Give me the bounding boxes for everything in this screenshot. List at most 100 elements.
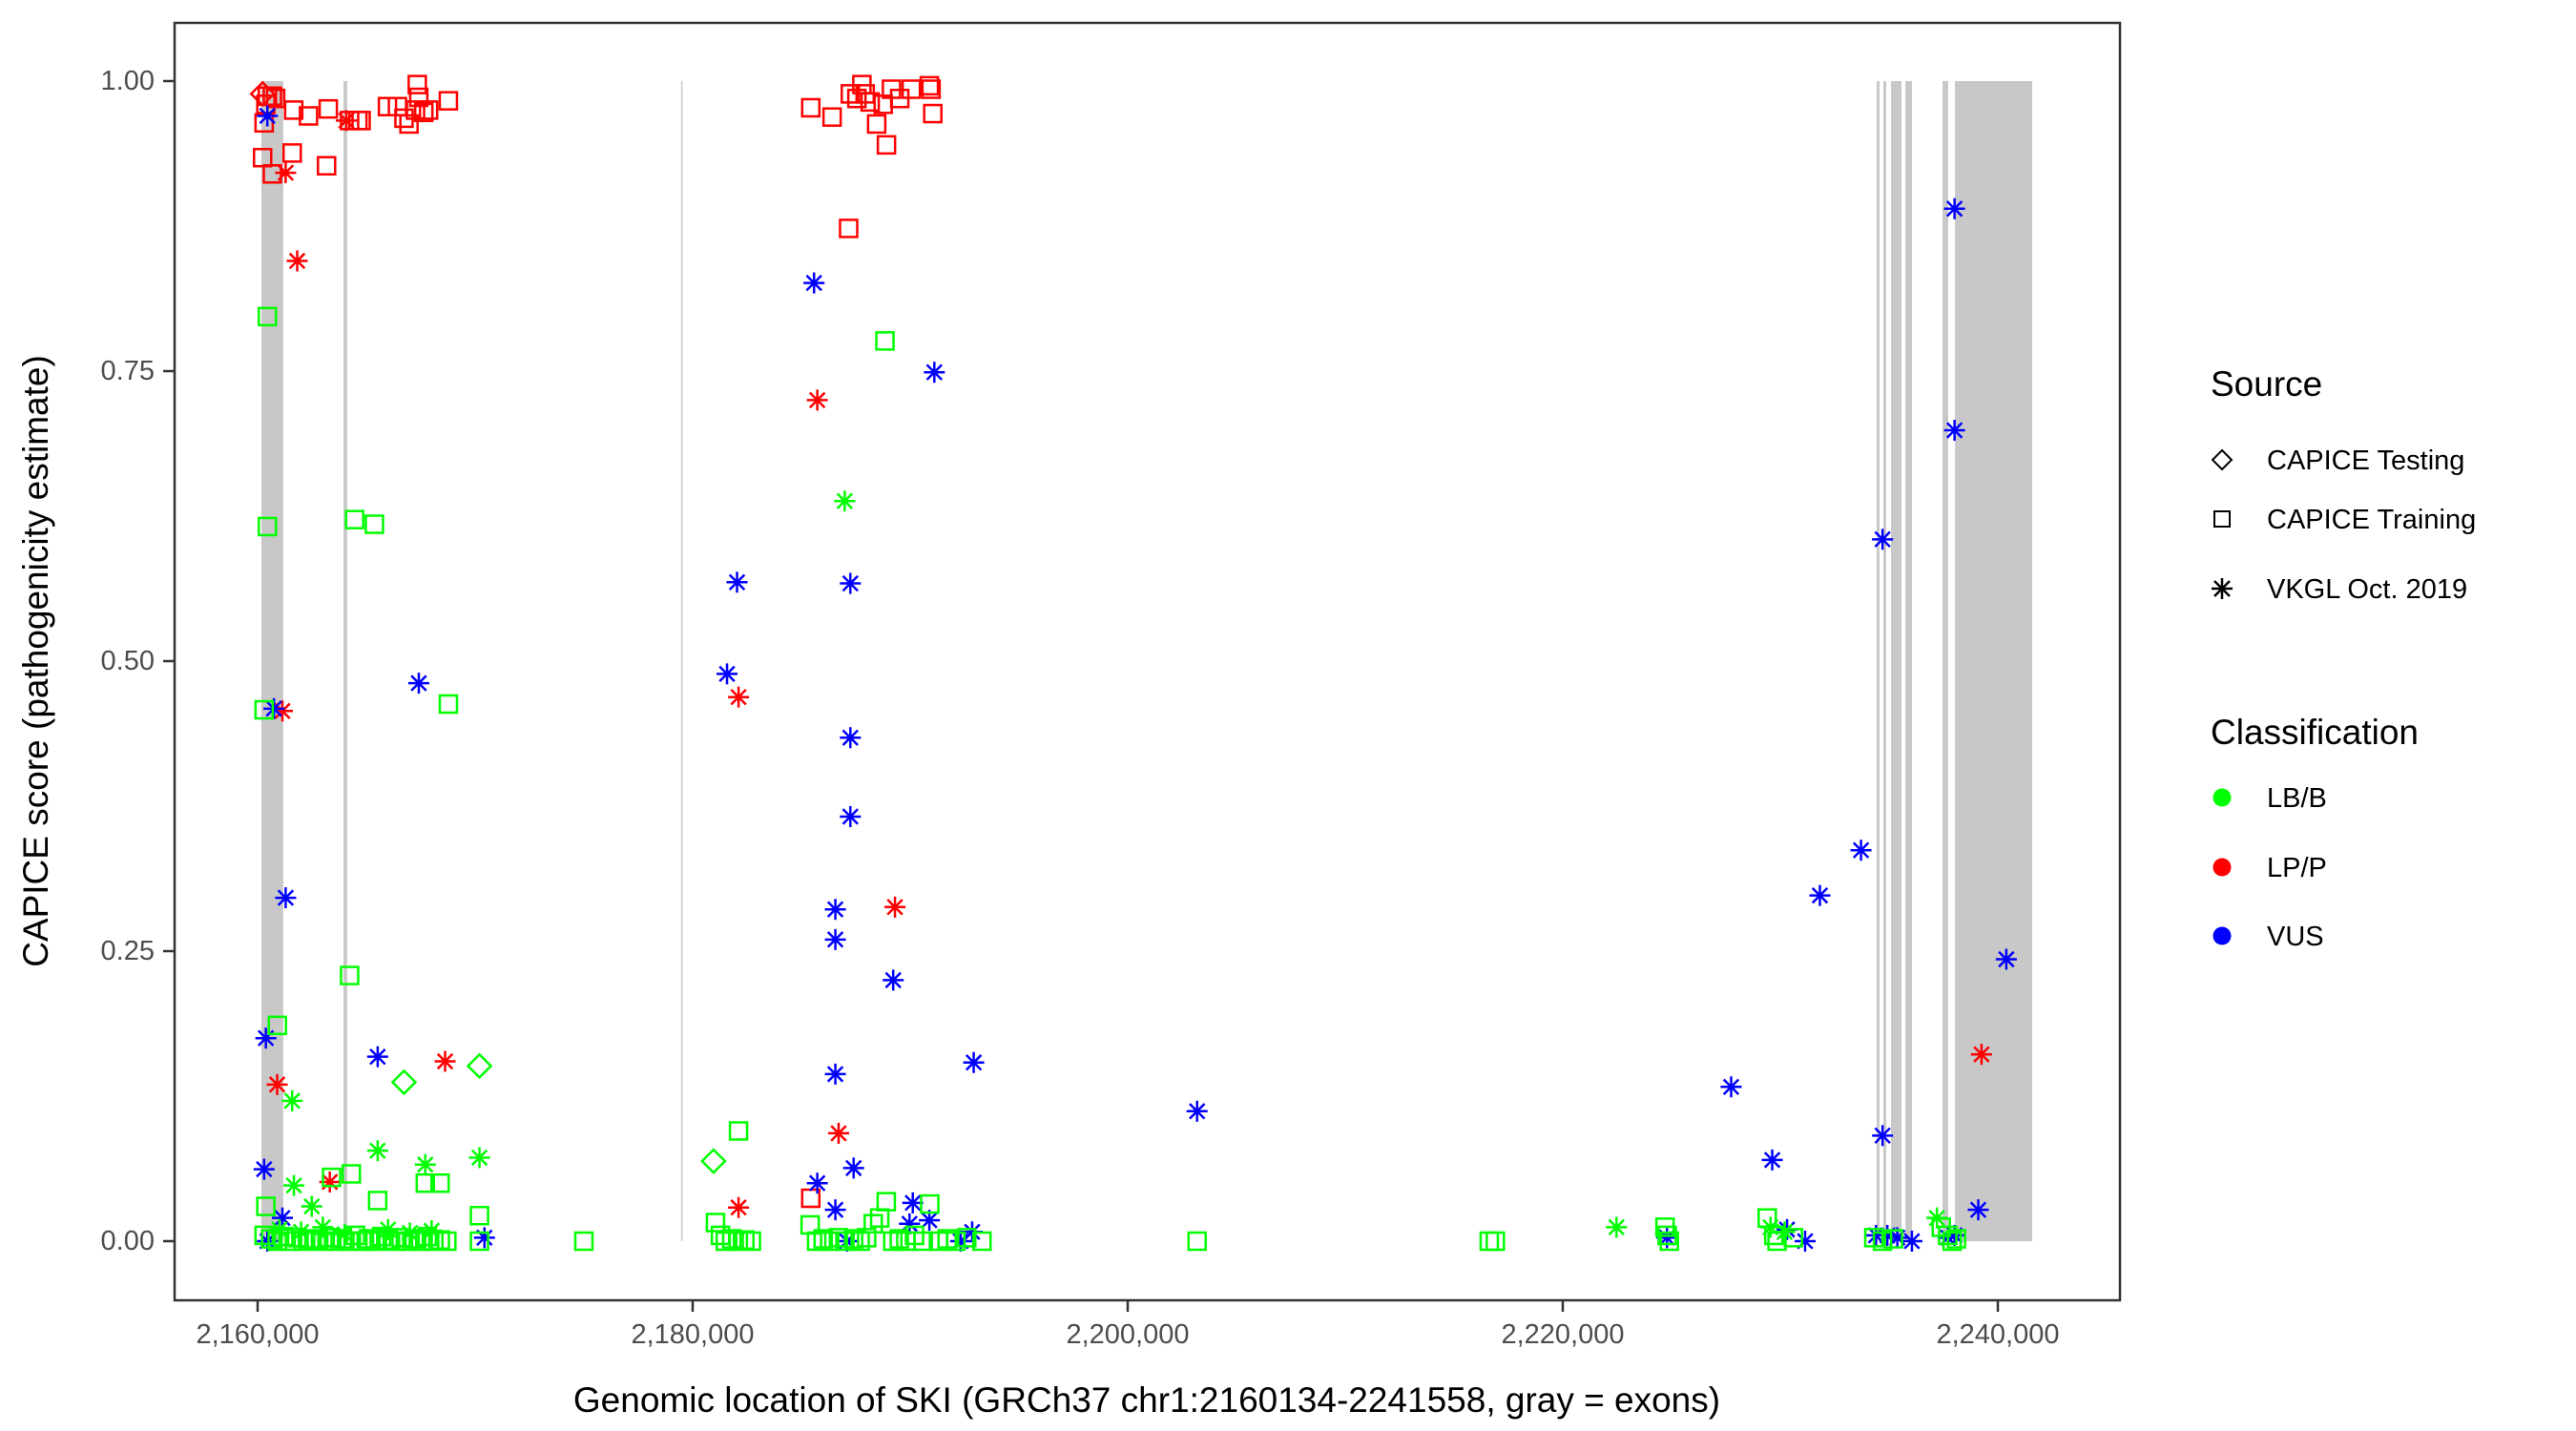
data-point-vus-asterisk bbox=[1995, 948, 2017, 970]
legend-label: CAPICE Testing bbox=[2267, 446, 2464, 476]
y-tick-label: 0.00 bbox=[101, 1226, 155, 1256]
data-point-lpp-asterisk bbox=[266, 1073, 288, 1095]
data-point-vus-asterisk bbox=[1761, 1149, 1783, 1171]
data-point-lbb-square bbox=[957, 1228, 977, 1248]
data-point-vus-asterisk bbox=[1967, 1199, 1989, 1221]
data-point-vus-asterisk bbox=[924, 362, 945, 384]
legend-item-capice-training: CAPICE Training bbox=[2213, 505, 2476, 535]
y-tick-label: 1.00 bbox=[101, 66, 155, 96]
data-point-vus-asterisk bbox=[257, 105, 279, 127]
y-axis: 0.00 0.25 0.50 0.75 1.00 bbox=[101, 66, 175, 1256]
legend-classification-title: Classification bbox=[2211, 713, 2419, 752]
data-point-lbb-square bbox=[340, 965, 360, 985]
exon-bands bbox=[260, 81, 2033, 1241]
data-point-lbb-square bbox=[1659, 1231, 1679, 1252]
data-point-lbb-square bbox=[828, 1228, 849, 1248]
data-point-lbb-square bbox=[364, 514, 384, 534]
data-point-vus-asterisk bbox=[840, 572, 862, 594]
data-point-lbb-square bbox=[850, 1231, 870, 1252]
data-point-lbb-square bbox=[857, 1228, 877, 1248]
data-point-lbb-square bbox=[889, 1229, 909, 1249]
data-point-lbb-asterisk bbox=[283, 1174, 305, 1196]
data-point-lbb-square bbox=[1883, 1229, 1903, 1249]
data-point-lbb-square bbox=[339, 1231, 360, 1252]
legend-label: CAPICE Training bbox=[2267, 505, 2476, 535]
data-point-vus-asterisk bbox=[803, 272, 825, 294]
data-point-lbb-square bbox=[573, 1231, 594, 1252]
data-point-vus-asterisk bbox=[253, 1158, 275, 1180]
data-point-lbb-square bbox=[256, 1196, 276, 1216]
data-point-lpp-asterisk bbox=[286, 250, 308, 272]
data-points bbox=[249, 74, 2017, 1252]
data-point-lbb-diamond bbox=[466, 1052, 493, 1080]
y-tick-label: 0.25 bbox=[101, 936, 155, 966]
data-point-lbb-square bbox=[843, 1229, 863, 1249]
data-point-vus-asterisk bbox=[275, 887, 297, 909]
data-point-lbb-square bbox=[971, 1231, 992, 1252]
data-point-lbb-diamond bbox=[700, 1148, 727, 1174]
legend-label: LB/B bbox=[2267, 783, 2327, 814]
legend: Source CAPICE Testing CAPICE Training VK… bbox=[2211, 364, 2476, 952]
data-point-lpp-asterisk bbox=[884, 896, 906, 918]
data-point-lbb-square bbox=[883, 1231, 904, 1252]
y-tick-label: 0.50 bbox=[101, 646, 155, 676]
data-point-lpp-square bbox=[876, 135, 897, 156]
data-point-lbb-square bbox=[254, 699, 275, 720]
data-point-lpp-square bbox=[317, 156, 337, 176]
data-point-lbb-asterisk bbox=[377, 1218, 399, 1240]
data-point-lbb-square bbox=[469, 1205, 489, 1226]
data-point-lbb-asterisk bbox=[421, 1220, 443, 1242]
data-point-lbb-square bbox=[1657, 1225, 1677, 1246]
data-point-vus-asterisk bbox=[919, 1210, 941, 1232]
data-point-lpp-square bbox=[265, 88, 286, 109]
data-point-lbb-square bbox=[806, 1231, 827, 1252]
data-point-lpp-square bbox=[408, 87, 429, 108]
data-point-lpp-square bbox=[299, 106, 319, 126]
data-point-lbb-square bbox=[1942, 1231, 1963, 1252]
data-point-vus-asterisk bbox=[840, 805, 862, 827]
data-point-vus-asterisk bbox=[1943, 197, 1965, 219]
legend-source-title: Source bbox=[2211, 364, 2322, 404]
x-tick-label: 2,160,000 bbox=[196, 1319, 319, 1350]
data-point-lpp-square bbox=[919, 75, 940, 96]
data-point-lbb-square bbox=[359, 1229, 379, 1249]
data-point-lbb-asterisk bbox=[268, 1218, 290, 1240]
data-point-lbb-square bbox=[913, 1231, 933, 1252]
exon-band bbox=[260, 81, 283, 1241]
blue-dot-icon bbox=[2212, 926, 2232, 945]
data-point-lbb-square bbox=[322, 1167, 342, 1188]
data-point-vus-asterisk bbox=[824, 899, 846, 921]
data-point-lbb-square bbox=[721, 1229, 742, 1249]
data-point-lbb-square bbox=[352, 1231, 372, 1252]
data-point-lpp-square bbox=[866, 114, 887, 135]
data-point-lbb-square bbox=[728, 1121, 749, 1141]
data-point-lbb-square bbox=[1946, 1229, 1966, 1249]
data-point-vus-asterisk bbox=[824, 1063, 846, 1085]
data-point-vus-asterisk bbox=[263, 697, 285, 719]
data-point-lbb-asterisk bbox=[290, 1221, 312, 1243]
x-axis: 2,160,000 2,180,000 2,200,000 2,220,000 2,24… bbox=[196, 1300, 2060, 1350]
x-tick-label: 2,180,000 bbox=[631, 1319, 754, 1350]
data-point-vus-asterisk bbox=[840, 727, 862, 749]
green-dot-icon bbox=[2212, 788, 2232, 807]
data-point-lpp-square bbox=[283, 100, 304, 120]
exon-band bbox=[1955, 81, 2033, 1241]
data-point-vus-asterisk bbox=[902, 1192, 924, 1213]
data-point-vus-asterisk bbox=[717, 663, 738, 685]
data-point-lpp-square bbox=[921, 79, 942, 99]
data-point-lpp-asterisk bbox=[728, 686, 750, 708]
data-point-lbb-asterisk bbox=[366, 1140, 388, 1162]
data-point-lbb-square bbox=[274, 1226, 294, 1247]
data-point-lpp-square bbox=[418, 100, 439, 120]
data-point-vus-asterisk bbox=[1872, 529, 1894, 550]
square-icon bbox=[2213, 510, 2231, 528]
exon-band bbox=[1877, 81, 1880, 1241]
data-point-lpp-asterisk bbox=[728, 1196, 750, 1218]
data-point-vus-asterisk bbox=[1720, 1076, 1742, 1098]
data-point-lbb-square bbox=[875, 331, 895, 351]
data-point-lbb-asterisk bbox=[414, 1153, 436, 1175]
data-point-lbb-square bbox=[437, 1231, 457, 1252]
data-point-vus-asterisk bbox=[1850, 840, 1872, 861]
legend-item-vus: VUS bbox=[2212, 922, 2324, 952]
